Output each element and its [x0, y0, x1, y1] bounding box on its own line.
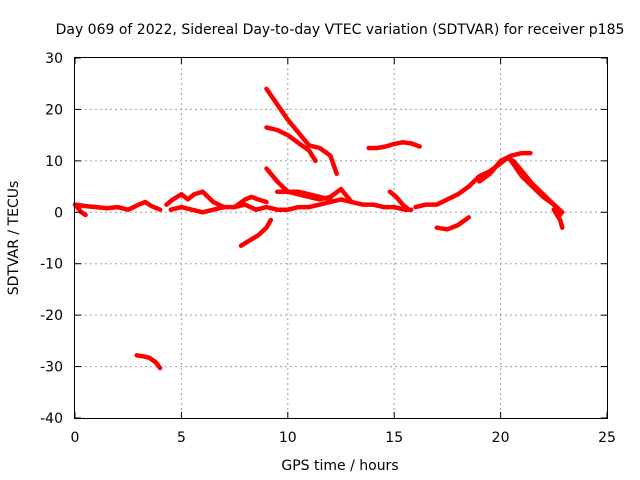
series-arc-10 — [264, 125, 318, 164]
chart-title: Day 069 of 2022, Sidereal Day-to-day VTE… — [56, 22, 625, 38]
x-axis-label: GPS time / hours — [281, 458, 398, 474]
series-arc-14 — [477, 150, 533, 184]
y-tick-label: -20 — [40, 308, 63, 324]
y-tick-label: -40 — [40, 411, 63, 427]
series-arc-16 — [551, 207, 565, 230]
series-arc-13 — [413, 156, 563, 218]
series-arc-5 — [232, 194, 269, 210]
x-tick-label: 25 — [598, 430, 616, 446]
series-arc-7 — [264, 166, 354, 205]
y-tick-label: 10 — [45, 154, 63, 170]
series-arc-17 — [434, 215, 471, 232]
series-arc-11 — [366, 140, 422, 151]
series-arc-4 — [168, 204, 227, 215]
x-tick-label: 20 — [492, 430, 510, 446]
x-tick-labels: 0 5 10 15 20 25 — [71, 430, 616, 446]
series-arc-15 — [508, 158, 565, 215]
series-arc-9 — [264, 86, 339, 176]
series-arc-18 — [134, 353, 163, 371]
data-series — [72, 86, 565, 371]
series-arc-1 — [72, 199, 163, 212]
y-tick-label: -10 — [40, 257, 63, 273]
axis-ticks — [74, 57, 608, 419]
plot-frame — [74, 57, 608, 419]
series-arc-8 — [274, 189, 333, 202]
y-tick-label: 30 — [45, 51, 63, 67]
x-tick-label: 0 — [71, 430, 80, 446]
y-tick-label: -30 — [40, 360, 63, 376]
series-arc-12 — [387, 189, 412, 212]
y-tick-label: 0 — [54, 205, 63, 221]
x-tick-label: 5 — [177, 430, 186, 446]
x-tick-label: 15 — [385, 430, 403, 446]
y-axis-label: SDTVAR / TECUs — [6, 181, 22, 296]
x-tick-label: 10 — [279, 430, 297, 446]
y-tick-label: 20 — [45, 102, 63, 118]
y-tick-labels: -40 -30 -20 -10 0 10 20 30 — [40, 51, 63, 427]
series-arc-3 — [164, 189, 414, 212]
series-arc-6 — [238, 217, 274, 248]
series-arc-2 — [74, 204, 88, 218]
